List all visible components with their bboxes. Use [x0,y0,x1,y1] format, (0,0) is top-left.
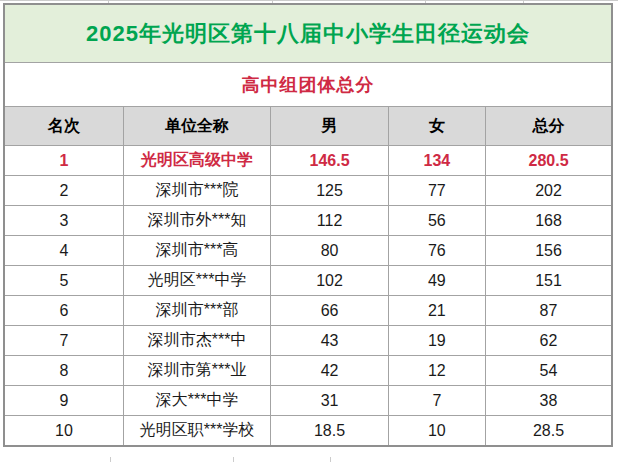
cell-female: 7 [388,386,485,416]
cell-rank: 1 [4,146,123,176]
cell-total: 202 [486,176,612,206]
gridline [233,457,234,462]
table-row: 6 深圳市***部 66 21 87 [4,296,612,326]
cell-unit: 光明区高级中学 [123,146,270,176]
cell-rank: 4 [4,236,123,266]
col-header-unit: 单位全称 [123,107,270,146]
cell-total: 38 [486,386,612,416]
cell-unit: 光明区***中学 [123,266,270,296]
gridline [0,0,618,1]
cell-female: 19 [388,326,485,356]
cell-male: 125 [271,176,388,206]
cell-rank: 7 [4,326,123,356]
cell-male: 146.5 [271,146,388,176]
cell-unit: 深圳市外***知 [123,206,270,236]
table-row: 8 深圳市第***业 42 12 54 [4,356,612,386]
cell-male: 42 [271,356,388,386]
gridline [110,457,111,462]
cell-female: 49 [388,266,485,296]
cell-male: 112 [271,206,388,236]
table-row: 2 深圳市***院 125 77 202 [4,176,612,206]
cell-female: 77 [388,176,485,206]
cell-unit: 深圳市第***业 [123,356,270,386]
table-row: 10 光明区职***学校 18.5 10 28.5 [4,416,612,447]
cell-total: 280.5 [486,146,612,176]
col-header-total: 总分 [486,107,612,146]
cell-female: 56 [388,206,485,236]
col-header-male: 男 [271,107,388,146]
table-row: 5 光明区***中学 102 49 151 [4,266,612,296]
cell-total: 151 [486,266,612,296]
cell-unit: 深圳市***院 [123,176,270,206]
cell-unit: 深圳市***部 [123,296,270,326]
cell-female: 21 [388,296,485,326]
cell-unit: 深圳市***高 [123,236,270,266]
cell-rank: 5 [4,266,123,296]
table-row: 9 深大***中学 31 7 38 [4,386,612,416]
table-row: 3 深圳市外***知 112 56 168 [4,206,612,236]
cell-female: 134 [388,146,485,176]
cell-unit: 深大***中学 [123,386,270,416]
table-row: 7 深圳市杰***中 43 19 62 [4,326,612,356]
cell-rank: 3 [4,206,123,236]
table-row: 4 深圳市***高 80 76 156 [4,236,612,266]
cell-total: 62 [486,326,612,356]
cell-total: 156 [486,236,612,266]
cell-total: 87 [486,296,612,326]
cell-total: 168 [486,206,612,236]
table-row: 1 光明区高级中学 146.5 134 280.5 [4,146,612,176]
cell-male: 102 [271,266,388,296]
col-header-female: 女 [388,107,485,146]
cell-male: 31 [271,386,388,416]
cell-rank: 10 [4,416,123,447]
title-row: 2025年光明区第十八届中小学生田径运动会 [4,4,612,63]
subtitle-row: 高中组团体总分 [4,63,612,107]
cell-female: 12 [388,356,485,386]
cell-rank: 2 [4,176,123,206]
col-header-rank: 名次 [4,107,123,146]
cell-female: 10 [388,416,485,447]
cell-rank: 9 [4,386,123,416]
page-title: 2025年光明区第十八届中小学生田径运动会 [4,4,612,63]
table-header-row: 名次 单位全称 男 女 总分 [4,107,612,146]
cell-rank: 6 [4,296,123,326]
cell-male: 66 [271,296,388,326]
results-table: 2025年光明区第十八届中小学生田径运动会 高中组团体总分 名次 单位全称 男 … [3,3,613,447]
cell-female: 76 [388,236,485,266]
cell-male: 18.5 [271,416,388,447]
cell-total: 28.5 [486,416,612,447]
page-subtitle: 高中组团体总分 [4,63,612,107]
cell-unit: 光明区职***学校 [123,416,270,447]
cell-unit: 深圳市杰***中 [123,326,270,356]
cell-male: 80 [271,236,388,266]
gridline [330,457,331,462]
cell-male: 43 [271,326,388,356]
cell-total: 54 [486,356,612,386]
spreadsheet-view: 2025年光明区第十八届中小学生田径运动会 高中组团体总分 名次 单位全称 男 … [0,0,618,462]
cell-rank: 8 [4,356,123,386]
